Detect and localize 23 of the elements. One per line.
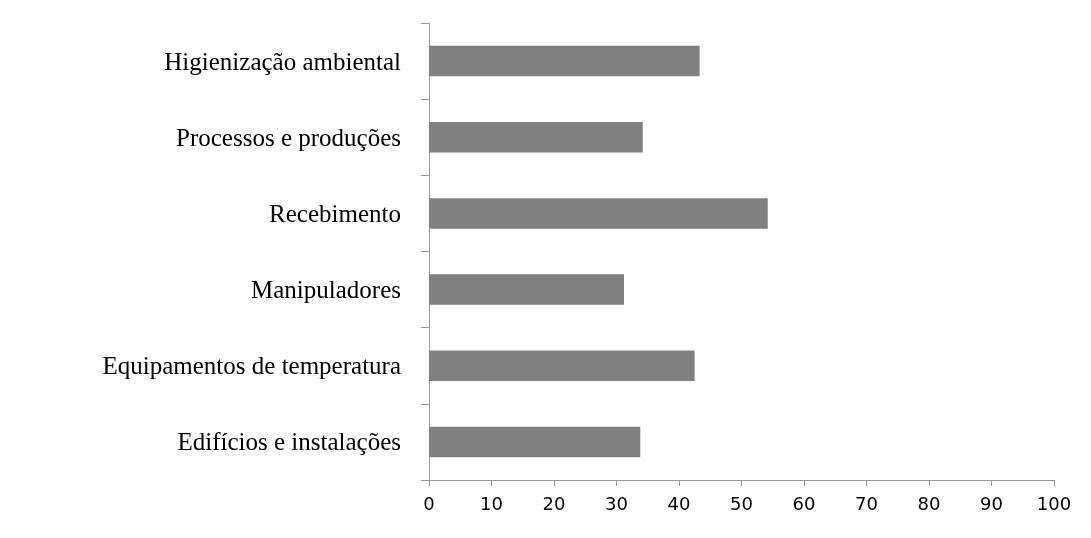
y-tick-label: Recebimento (269, 199, 401, 227)
bar (429, 122, 643, 153)
y-tick-label: Processos e produções (176, 123, 401, 151)
x-tick-label: 80 (917, 492, 941, 514)
x-tick-label: 60 (792, 492, 816, 514)
x-tick-label: 100 (1036, 492, 1072, 514)
x-tick-label: 20 (542, 492, 566, 514)
x-tick-label: 70 (855, 492, 878, 514)
x-tick-label: 0 (423, 492, 435, 514)
x-tick-label: 10 (480, 492, 503, 514)
y-tick-label: Higienização ambiental (164, 47, 402, 75)
bar (429, 45, 700, 77)
x-tick-label: 90 (980, 492, 1003, 514)
x-tick-label: 30 (605, 492, 628, 514)
bar (429, 350, 695, 381)
bar (429, 274, 624, 305)
bar (429, 198, 768, 229)
y-tick-label: Edifícios e instalações (177, 428, 401, 456)
x-tick-label: 40 (667, 492, 691, 514)
y-tick-label: Equipamentos de temperatura (102, 352, 401, 380)
x-tick-label: 50 (730, 492, 753, 514)
bar (429, 426, 641, 458)
y-tick-label: Manipuladores (251, 276, 401, 304)
